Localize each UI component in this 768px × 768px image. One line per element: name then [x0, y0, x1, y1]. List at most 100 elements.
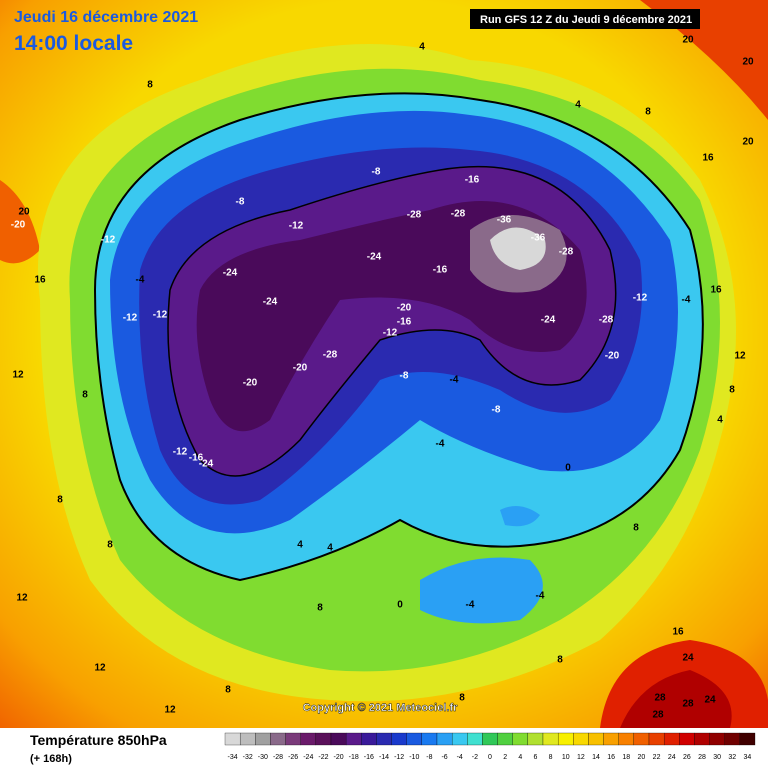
- colorbar-swatch: [603, 732, 619, 746]
- contour-label: -4: [466, 600, 475, 611]
- contour-label: 4: [297, 540, 303, 551]
- colorbar-swatch: [345, 732, 362, 746]
- colorbar-label: 22: [653, 754, 661, 761]
- contour-label: -12: [101, 235, 116, 246]
- contour-label: 0: [565, 463, 571, 474]
- contour-label: 4: [327, 543, 333, 554]
- contour-label: -36: [531, 233, 546, 244]
- colorbar-swatch: [663, 732, 680, 746]
- colorbar-label: -20: [334, 754, 344, 761]
- contour-label: 8: [729, 385, 735, 396]
- colorbar-swatch: [285, 732, 301, 746]
- contour-label: -36: [497, 215, 512, 226]
- contour-label: 12: [164, 705, 176, 716]
- colorbar-label: 14: [592, 754, 600, 761]
- colorbar-label: -2: [472, 754, 478, 761]
- legend-title: Température 850hPa: [30, 732, 167, 748]
- colorbar-swatch: [588, 732, 604, 746]
- colorbar-label: 0: [488, 754, 492, 761]
- colorbar-label: 20: [638, 754, 646, 761]
- colorbar-swatch: [557, 732, 574, 746]
- contour-label: 20: [742, 137, 754, 148]
- contour-label: -12: [173, 447, 188, 458]
- contour-label: -16: [189, 453, 204, 464]
- colorbar-swatch: [724, 732, 741, 746]
- contour-label: -8: [236, 197, 245, 208]
- contour-label: 8: [633, 523, 639, 534]
- colorbar-swatch: [361, 732, 377, 746]
- colorbar-label: 4: [518, 754, 522, 761]
- contour-label: -8: [400, 371, 409, 382]
- colorbar-swatch: [315, 732, 332, 746]
- colorbar-swatch: [482, 732, 498, 746]
- contour-label: 8: [557, 655, 563, 666]
- contour-label: 24: [682, 653, 694, 664]
- colorbar-label: 24: [668, 754, 676, 761]
- contour-label: 28: [682, 699, 694, 710]
- contour-label: -12: [633, 293, 648, 304]
- contour-label: 8: [317, 603, 323, 614]
- contour-label: 4: [717, 415, 723, 426]
- colorbar-swatch: [618, 732, 635, 746]
- colorbar-label: 30: [713, 754, 721, 761]
- colorbar: -34 -32 -30 -28 -26 -24 -22 -20 -18 -16 -14 -12 -10-…: [224, 732, 756, 761]
- isotherm-zero: [93, 92, 704, 582]
- contour-label: 12: [94, 663, 106, 674]
- contour-label: -24: [541, 315, 556, 326]
- contour-label: -12: [123, 313, 138, 324]
- colorbar-label: 6: [533, 754, 537, 761]
- colorbar-swatch: [573, 732, 589, 746]
- colorbar-swatch: [421, 732, 438, 746]
- contour-labels: 4 20 20 20 16 4 8 -8 -8 -28 -16 -28 -36 -36 -28 -24 -28 -…: [11, 35, 754, 721]
- colorbar-label: -12: [394, 754, 404, 761]
- colorbar-swatch: [739, 732, 756, 746]
- colorbar-label: 8: [549, 754, 553, 761]
- colorbar-label: 2: [503, 754, 507, 761]
- contour-label: -28: [407, 210, 422, 221]
- colorbar-label: -32: [243, 754, 253, 761]
- colorbar-label: 34: [744, 754, 752, 761]
- colorbar-swatch: [527, 732, 544, 746]
- run-info: Run GFS 12 Z du Jeudi 9 décembre 2021: [480, 14, 692, 26]
- contour-label: 16: [710, 285, 722, 296]
- colorbar-swatch: [648, 732, 665, 746]
- contour-label: 8: [147, 80, 153, 91]
- colorbar-label: -6: [441, 754, 447, 761]
- contour-label: -24: [223, 268, 238, 279]
- contour-label: -20: [243, 378, 258, 389]
- colorbar-swatch: [406, 732, 423, 746]
- contour-label: -28: [559, 247, 574, 258]
- colorbar-swatch: [376, 732, 392, 746]
- forecast-time: 14:00 locale: [14, 32, 133, 55]
- contour-label: -28: [599, 315, 614, 326]
- contour-label: 12: [16, 593, 28, 604]
- colorbar-swatch: [542, 732, 559, 746]
- contour-label: -4: [136, 275, 145, 286]
- colorbar-swatch: [391, 732, 407, 746]
- colorbar-swatch: [300, 732, 317, 746]
- colorbar-swatch: [436, 732, 453, 746]
- colorbar-swatch: [497, 732, 513, 746]
- contour-label: 8: [645, 107, 651, 118]
- contour-label: 12: [12, 370, 24, 381]
- contour-label: -20: [293, 363, 308, 374]
- colorbar-label: 28: [698, 754, 706, 761]
- colorbar-label: -14: [379, 754, 389, 761]
- contour-label: 24: [704, 695, 716, 706]
- colorbar-swatch: [270, 732, 286, 746]
- contour-label: -8: [492, 405, 501, 416]
- contour-label: -12: [153, 310, 168, 321]
- colorbar-label: 18: [622, 754, 630, 761]
- colorbar-label: -30: [258, 754, 268, 761]
- contour-label: 8: [107, 540, 113, 551]
- contour-label: -16: [465, 175, 480, 186]
- contour-label: 4: [575, 100, 581, 111]
- contour-label: 28: [652, 710, 664, 721]
- contour-label: -4: [682, 295, 691, 306]
- colorbar-label: -8: [426, 754, 432, 761]
- colorbar-label: -4: [457, 754, 463, 761]
- contour-label: -12: [289, 221, 304, 232]
- contour-label: -4: [450, 375, 459, 386]
- contour-label: 8: [82, 390, 88, 401]
